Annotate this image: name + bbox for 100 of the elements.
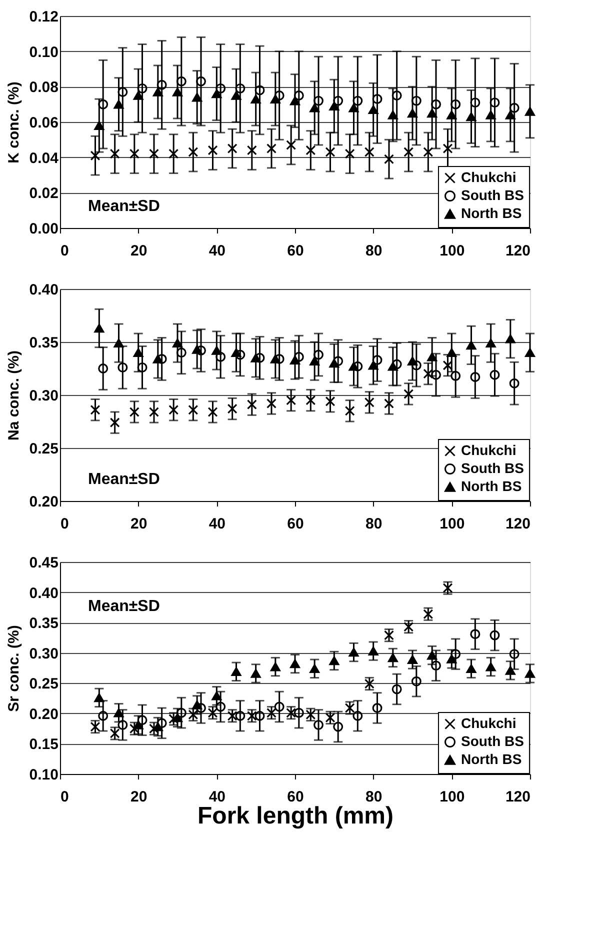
point — [137, 83, 148, 94]
point — [368, 646, 378, 656]
point — [333, 356, 344, 366]
point — [333, 722, 344, 732]
y-tick-label: 0.40 — [29, 584, 58, 602]
x-tick-label: 0 — [60, 788, 69, 806]
x-tick-label: 120 — [505, 788, 530, 806]
point — [137, 715, 148, 726]
point — [525, 669, 535, 678]
point — [411, 676, 422, 686]
y-axis-title: Na conc. (%) — [5, 350, 22, 441]
point — [310, 103, 320, 112]
point — [442, 144, 453, 154]
point — [133, 720, 144, 730]
point — [133, 91, 144, 100]
point — [505, 334, 516, 344]
point — [274, 90, 284, 100]
point — [411, 360, 422, 370]
point — [344, 406, 355, 416]
point — [384, 630, 394, 640]
point — [98, 364, 108, 374]
point — [470, 372, 480, 382]
x-tick-label: 60 — [287, 516, 304, 532]
point — [172, 88, 182, 96]
point — [408, 655, 418, 664]
point — [172, 713, 182, 722]
x-tick-label: 20 — [130, 242, 148, 260]
point — [404, 388, 414, 399]
point — [310, 356, 320, 366]
point — [110, 418, 120, 428]
legend-label: Chukchi — [461, 169, 516, 185]
y-tick-label: 0.10 — [29, 44, 58, 61]
point — [348, 103, 359, 112]
point — [364, 147, 374, 158]
x-tick-label: 40 — [208, 788, 226, 806]
point — [216, 702, 226, 712]
x-tick-label: 120 — [505, 516, 530, 532]
point — [486, 110, 496, 120]
point — [431, 370, 441, 380]
legend-label: South BS — [461, 187, 524, 203]
y-tick-label: 0.40 — [29, 282, 58, 298]
point — [231, 667, 242, 676]
point — [212, 346, 222, 355]
x-tick-label: 40 — [208, 516, 226, 532]
y-tick-label: 0.30 — [29, 388, 58, 404]
point — [466, 664, 476, 674]
y-tick-label: 0.04 — [29, 150, 60, 167]
point — [427, 352, 438, 362]
point — [286, 395, 296, 406]
point — [442, 360, 453, 370]
point — [388, 653, 398, 662]
point — [411, 96, 422, 106]
point — [314, 350, 324, 360]
point — [270, 354, 280, 364]
point — [176, 348, 186, 358]
point — [431, 660, 441, 671]
annotation: Mean±SD — [88, 198, 160, 215]
point — [270, 94, 280, 104]
point — [325, 147, 336, 158]
point — [344, 702, 355, 713]
point — [110, 148, 120, 159]
point — [188, 147, 198, 158]
point — [212, 89, 222, 98]
x-tick-label: 20 — [130, 788, 148, 806]
point — [446, 110, 457, 120]
point — [227, 144, 238, 154]
point — [314, 720, 324, 730]
point — [114, 708, 124, 718]
y-tick-label: 0.12 — [29, 8, 58, 26]
point — [188, 404, 198, 415]
point — [329, 358, 340, 368]
annotation: Mean±SD — [88, 471, 160, 488]
point — [216, 83, 226, 94]
point — [470, 629, 480, 640]
point — [212, 691, 222, 700]
point — [290, 96, 300, 106]
point — [254, 85, 265, 96]
x-tick-label: 100 — [440, 242, 465, 260]
point — [294, 352, 304, 362]
y-tick-label: 0.35 — [29, 615, 58, 632]
point — [325, 396, 336, 406]
point — [446, 348, 457, 358]
point — [196, 346, 206, 356]
x-tick-label: 40 — [208, 242, 226, 260]
point — [90, 150, 100, 161]
point — [490, 370, 500, 380]
point — [94, 324, 104, 333]
x-tick-label: 60 — [287, 242, 304, 260]
point — [408, 356, 418, 366]
y-tick-label: 0.06 — [29, 114, 58, 132]
point — [250, 94, 261, 104]
y-tick-label: 0.02 — [29, 185, 58, 202]
y-tick-label: 0.20 — [29, 706, 58, 723]
point — [486, 338, 496, 348]
point — [216, 352, 226, 362]
x-tick-label: 80 — [365, 788, 382, 806]
point — [423, 147, 434, 158]
x-tick-label: 120 — [505, 242, 530, 260]
y-tick-label: 0.30 — [29, 645, 58, 662]
point — [384, 154, 394, 164]
